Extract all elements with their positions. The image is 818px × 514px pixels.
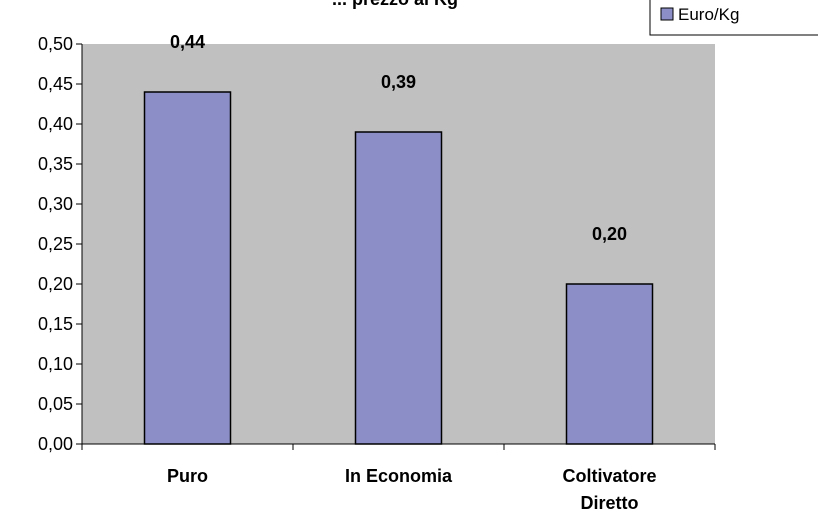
category-labels-group: Puro In Economia Coltivatore Diretto bbox=[167, 466, 657, 513]
chart-title: ... prezzo al Kg bbox=[332, 0, 458, 9]
bars-group bbox=[143, 91, 654, 445]
bar bbox=[143, 91, 232, 445]
bar bbox=[565, 283, 654, 445]
category-label: Diretto bbox=[581, 493, 639, 513]
y-tick-label: 0,30 bbox=[38, 194, 73, 214]
y-tick-label: 0,40 bbox=[38, 114, 73, 134]
y-tick-label: 0,45 bbox=[38, 74, 73, 94]
category-label: Coltivatore bbox=[562, 466, 656, 486]
legend: Euro/Kg bbox=[649, 0, 818, 36]
data-label: 0,20 bbox=[592, 224, 627, 244]
legend-label: Euro/Kg bbox=[678, 5, 739, 24]
data-label: 0,44 bbox=[170, 32, 205, 52]
category-label: In Economia bbox=[345, 466, 453, 486]
x-axis bbox=[81, 443, 716, 450]
y-tick-label: 0,20 bbox=[38, 274, 73, 294]
category-label: Puro bbox=[167, 466, 208, 486]
y-tick-label: 0,35 bbox=[38, 154, 73, 174]
y-tick-label: 0,00 bbox=[38, 434, 73, 454]
legend-swatch bbox=[660, 7, 674, 21]
y-tick-label: 0,50 bbox=[38, 34, 73, 54]
y-tick-label: 0,25 bbox=[38, 234, 73, 254]
bar bbox=[354, 131, 443, 445]
y-tick-label: 0,05 bbox=[38, 394, 73, 414]
data-labels-group: 0,44 0,39 0,20 bbox=[170, 32, 627, 244]
y-axis: 0,00 0,05 0,10 0,15 0,20 0,25 0,30 0,35 0,40 0,45… bbox=[38, 34, 83, 454]
legend-box bbox=[649, 0, 818, 36]
data-label: 0,39 bbox=[381, 72, 416, 92]
y-tick-label: 0,15 bbox=[38, 314, 73, 334]
y-tick-label: 0,10 bbox=[38, 354, 73, 374]
